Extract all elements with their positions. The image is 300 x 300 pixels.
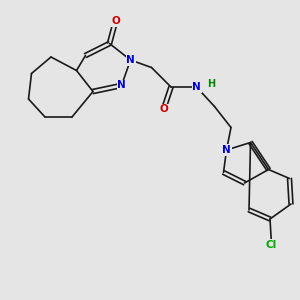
- Text: H: H: [207, 79, 215, 89]
- Text: N: N: [126, 55, 135, 65]
- Text: Cl: Cl: [266, 239, 277, 250]
- Text: N: N: [222, 145, 231, 155]
- Text: N: N: [117, 80, 126, 91]
- Text: O: O: [111, 16, 120, 26]
- Text: O: O: [159, 104, 168, 115]
- Text: N: N: [192, 82, 201, 92]
